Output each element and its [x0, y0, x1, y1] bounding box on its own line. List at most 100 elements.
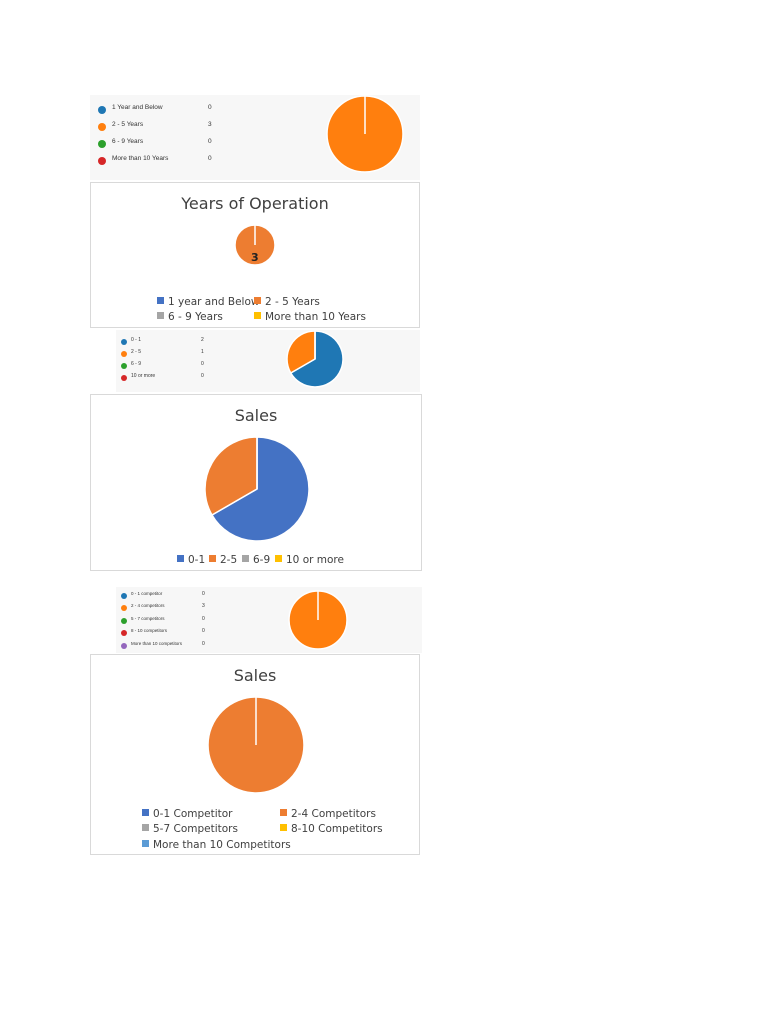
legend-value: 3: [202, 603, 205, 609]
legend-label: 10 or more: [286, 554, 344, 566]
legend-item: 0 - 1 competitor 0: [116, 590, 236, 602]
pie-chart: [326, 95, 404, 173]
legend-dot-icon: [121, 593, 127, 599]
legend-label: 0 - 1: [131, 337, 142, 343]
legend-label: 8 - 10 competitors: [131, 628, 168, 633]
legend-dot-icon: [121, 618, 127, 624]
legend-item: 6-9: [242, 554, 270, 566]
legend-item: More than 10 Years: [254, 311, 366, 323]
legend-dot-icon: [121, 351, 127, 357]
legend-label: 10 or more: [131, 373, 156, 379]
legend-label: 0-1 Competitor: [153, 808, 233, 820]
pie-slice: [286, 330, 316, 375]
legend-item: 0-1: [177, 554, 205, 566]
pie-chart: [288, 590, 348, 650]
legend-value: 0: [202, 616, 205, 622]
legend-item: 0 - 1 2: [116, 336, 236, 348]
legend-swatch-icon: [142, 824, 149, 831]
legend-dot-icon: [98, 123, 106, 131]
legend-item: 8-10 Competitors: [280, 823, 383, 835]
legend-label: 6 - 9 Years: [112, 138, 144, 145]
legend-item: 6 - 9 0: [116, 360, 236, 372]
legend-dot-icon: [121, 605, 127, 611]
legend-swatch-icon: [142, 840, 149, 847]
legend-label: 8-10 Competitors: [291, 823, 383, 835]
legend-value: 1: [201, 349, 204, 355]
legend-label: More than 10 Years: [112, 155, 169, 162]
chart-panel-years-summary: 1 Year and Below 0 2 - 5 Years 3 6 - 9 Y…: [90, 95, 420, 180]
legend-item: 2-4 Competitors: [280, 808, 376, 820]
legend-swatch-icon: [275, 555, 282, 562]
legend-swatch-icon: [142, 809, 149, 816]
legend-value: 0: [202, 591, 205, 597]
pie-chart: [234, 224, 276, 266]
legend-swatch-icon: [254, 312, 261, 319]
legend-swatch-icon: [157, 297, 164, 304]
legend-label: 5-7 Competitors: [153, 823, 238, 835]
legend: 1 year and Below 2 - 5 Years 6 - 9 Years…: [91, 296, 421, 326]
legend-label: 2-5: [220, 554, 238, 566]
legend-item: 1 Year and Below 0: [90, 104, 230, 116]
legend-item: More than 10 Competitors: [142, 839, 291, 851]
data-label: 3: [251, 251, 259, 264]
pie-chart: [207, 696, 305, 794]
legend-value: 0: [202, 628, 205, 634]
legend: 0-1 2-5 6-9 10 or more: [91, 554, 423, 568]
pie-slice: [289, 330, 344, 388]
legend-value: 3: [208, 121, 212, 128]
legend-dot-icon: [98, 106, 106, 114]
pie-chart: [286, 330, 344, 388]
legend-label: More than 10 competitors: [131, 641, 183, 646]
legend-dot-icon: [121, 363, 127, 369]
legend-label: 2 - 5 Years: [112, 121, 144, 128]
legend-value: 0: [201, 361, 204, 367]
legend-label: 2-4 Competitors: [291, 808, 376, 820]
legend-label: 6-9: [253, 554, 271, 566]
legend-dot-icon: [121, 375, 127, 381]
legend-label: 1 Year and Below: [112, 104, 163, 111]
legend-swatch-icon: [254, 297, 261, 304]
legend-value: 0: [208, 155, 212, 162]
legend-item: 1 year and Below: [157, 296, 259, 308]
legend-item: 5 - 7 competitors 0: [116, 615, 236, 627]
legend-item: More than 10 Years 0: [90, 155, 230, 167]
legend-item: 2-5: [209, 554, 237, 566]
chart-title: Sales: [234, 406, 278, 425]
legend-swatch-icon: [280, 824, 287, 831]
chart-panel-sales-competitors: Sales 0-1 Competitor 2-4 Competitors 5-7…: [90, 654, 420, 855]
legend-label: 5 - 7 competitors: [131, 616, 165, 621]
legend-item: 5-7 Competitors: [142, 823, 238, 835]
legend-item: 10 or more 0: [116, 372, 236, 384]
legend-swatch-icon: [242, 555, 249, 562]
legend-dot-icon: [121, 339, 127, 345]
legend-value: 0: [208, 138, 212, 145]
legend-label: 2 - 5 Years: [265, 296, 320, 308]
legend-swatch-icon: [157, 312, 164, 319]
legend-value: 0: [208, 104, 212, 111]
legend-item: 0-1 Competitor: [142, 808, 233, 820]
pie-slice: [210, 436, 310, 542]
legend-item: 10 or more: [275, 554, 344, 566]
legend-dot-icon: [121, 643, 127, 649]
legend-swatch-icon: [280, 809, 287, 816]
legend-item: 2 - 5 Years 3: [90, 121, 230, 133]
legend-item: 2 - 4 competitors 3: [116, 602, 236, 614]
legend-item: 2 - 5 1: [116, 348, 236, 360]
legend-label: More than 10 Years: [265, 311, 366, 323]
chart-panel-sales-summary: 0 - 1 2 2 - 5 1 6 - 9 0 10 or more 0: [116, 330, 420, 392]
legend-item: 8 - 10 competitors 0: [116, 627, 236, 639]
legend-value: 2: [201, 337, 204, 343]
legend-item: 6 - 9 Years: [157, 311, 223, 323]
legend-item: 2 - 5 Years: [254, 296, 320, 308]
legend-label: 6 - 9 Years: [168, 311, 223, 323]
pie-chart: [204, 436, 310, 542]
legend-label: 0-1: [188, 554, 206, 566]
legend-label: 0 - 1 competitor: [131, 591, 163, 596]
chart-title: Sales: [233, 666, 277, 685]
chart-panel-competitors-summary: 0 - 1 competitor 0 2 - 4 competitors 3 5…: [116, 587, 422, 653]
legend-value: 0: [202, 641, 205, 647]
legend-label: 2 - 5: [131, 349, 142, 355]
legend-label: 6 - 9: [131, 361, 142, 367]
legend-label: 2 - 4 competitors: [131, 603, 165, 608]
legend-swatch-icon: [177, 555, 184, 562]
